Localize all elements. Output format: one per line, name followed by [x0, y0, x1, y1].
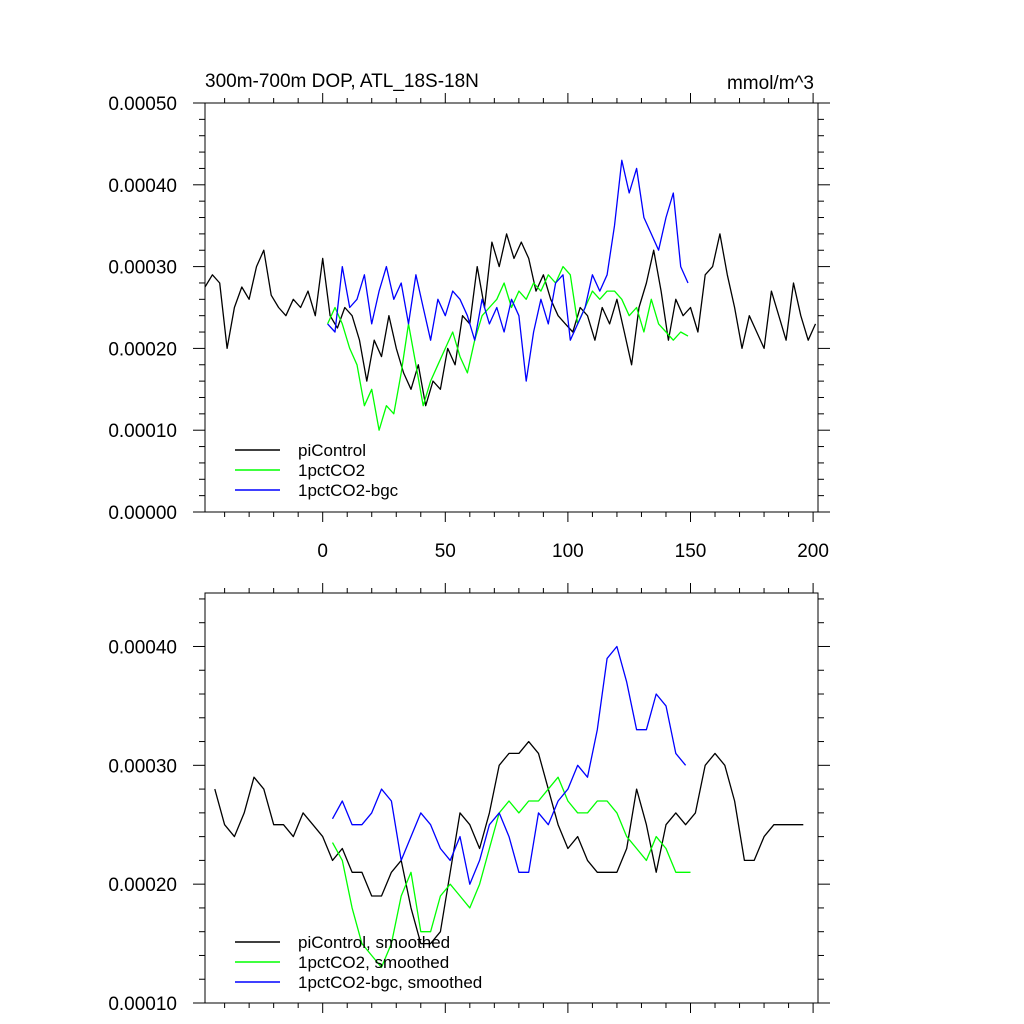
y-tick-label: 0.00040 [108, 176, 177, 197]
series-line-1 [327, 265, 689, 431]
legend-label: piControl [298, 441, 366, 460]
series-line-2 [327, 159, 689, 382]
series-line-1 [331, 776, 691, 968]
x-tick-label: 200 [797, 541, 829, 562]
y-tick-label: 0.00030 [108, 258, 177, 279]
legend-label: 1pctCO2-bgc, smoothed [298, 973, 482, 992]
series-line-0 [205, 233, 817, 407]
series-line-0 [214, 740, 804, 945]
y-tick-label: 0.00020 [108, 875, 177, 896]
chart-title: 300m-700m DOP, ATL_18S-18N [205, 71, 479, 92]
y-tick-label: 0.00050 [108, 94, 177, 115]
x-tick-label: 100 [552, 541, 584, 562]
legend-label: piControl, smoothed [298, 933, 450, 952]
x-tick-label: 0 [317, 541, 328, 562]
plot-frame [204, 592, 819, 1004]
top-panel: 300m-700m DOP, ATL_18S-18N mmol/m^3 0 50 100… [108, 71, 830, 562]
bottom-panel: 0.00010 0.00020 0.00030 0.00040 piControl, s… [108, 583, 830, 1015]
y-tick-label: 0.00030 [108, 756, 177, 777]
series-line-2 [331, 645, 687, 885]
x-tick-label: 150 [675, 541, 707, 562]
y-tick-label: 0.00000 [108, 503, 177, 524]
plot-frame [204, 102, 819, 513]
y-tick-label: 0.00010 [108, 421, 177, 442]
x-tick-label: 50 [435, 541, 456, 562]
legend-label: 1pctCO2 [298, 461, 365, 480]
y-tick-label: 0.00020 [108, 339, 177, 360]
y-tick-label: 0.00010 [108, 994, 177, 1015]
legend-label: 1pctCO2-bgc [298, 481, 399, 500]
legend-label: 1pctCO2, smoothed [298, 953, 449, 972]
y-tick-label: 0.00040 [108, 637, 177, 658]
units-label: mmol/m^3 [727, 73, 814, 94]
